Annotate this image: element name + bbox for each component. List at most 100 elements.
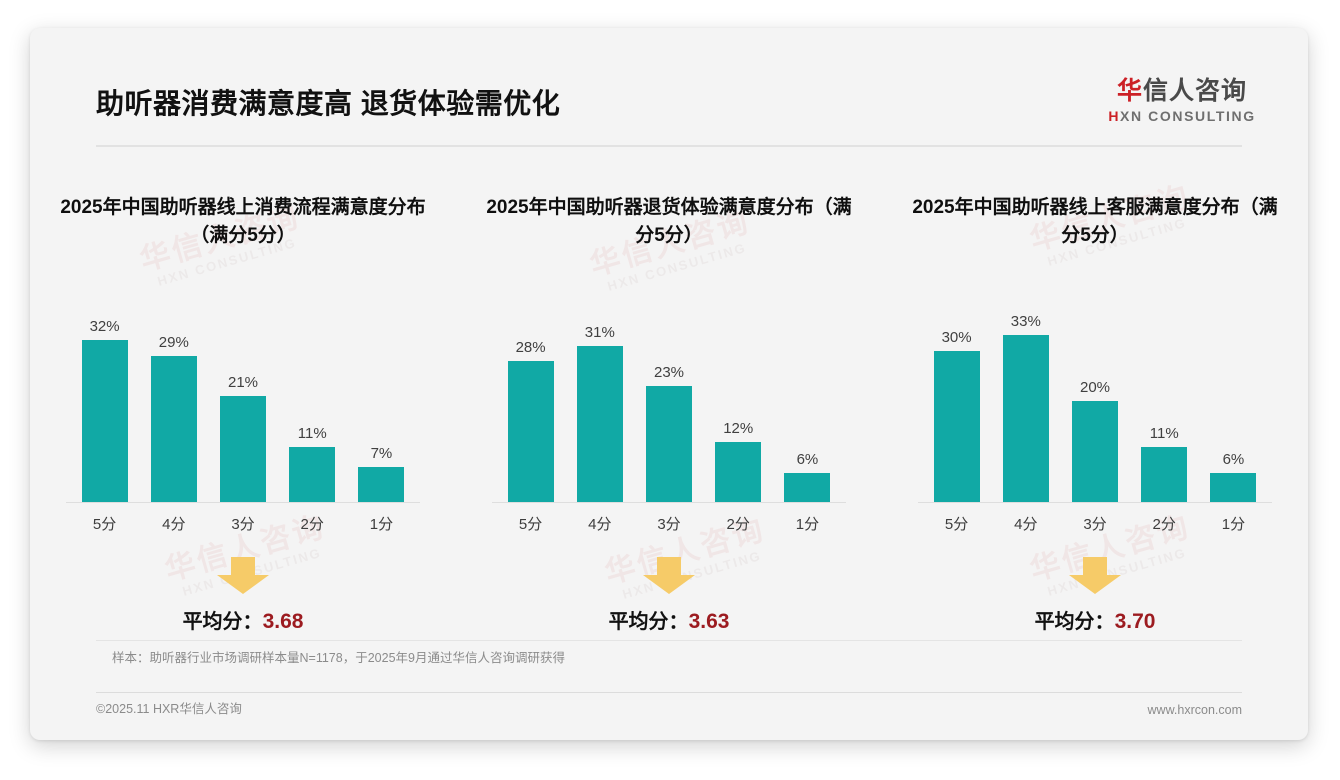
bar-chart-1: 32% 29% 21% 11%	[66, 284, 420, 539]
bar-group[interactable]: 23%	[634, 284, 703, 503]
x-tick-label: 1分	[369, 515, 394, 533]
header-divider	[96, 145, 1242, 147]
bar-group[interactable]: 6%	[1199, 284, 1268, 503]
x-tick-label: 3分	[231, 515, 255, 533]
bar-value-label: 31%	[584, 324, 615, 341]
chart-title-3: 2025年中国助听器线上客服满意度分布（满分5分）	[912, 197, 1278, 246]
x-tick-label: 1分	[1221, 515, 1246, 533]
bar-value-label: 33%	[1010, 313, 1041, 330]
average-label: 平均分：	[1034, 611, 1115, 633]
bar-value-label: 6%	[1222, 451, 1245, 468]
x-tick-label: 5分	[944, 515, 969, 533]
bar-group[interactable]: 12%	[704, 284, 773, 503]
logo-en-accent: H	[1108, 107, 1121, 124]
bar[interactable]	[150, 356, 197, 503]
bar-group[interactable]: 21%	[208, 284, 277, 503]
bar-group[interactable]: 7%	[347, 284, 416, 503]
x-tick-label: 2分	[726, 515, 750, 533]
bar-value-label: 12%	[723, 420, 754, 437]
bar-group[interactable]: 32%	[70, 284, 139, 503]
average-value: 3.68	[262, 610, 304, 633]
bar-value-label: 20%	[1079, 379, 1111, 396]
x-tick-label: 5分	[518, 515, 543, 533]
average-block-2: 平均分：3.63	[462, 557, 876, 649]
bar-value-label: 32%	[89, 318, 120, 335]
bar[interactable]	[933, 351, 980, 503]
average-value: 3.63	[688, 610, 730, 633]
average-score-3: 平均分：3.70	[1035, 605, 1156, 634]
bar[interactable]	[289, 447, 336, 503]
plot-area: 28% 31% 23% 12%	[496, 284, 842, 503]
logo-en-rest: XN CONSULTING	[1120, 107, 1256, 124]
website-url[interactable]: www.hxrcon.com	[1147, 703, 1242, 717]
bar-group[interactable]: 33%	[991, 284, 1060, 503]
x-tick-label: 2分	[1152, 515, 1176, 533]
bar-group[interactable]: 6%	[773, 284, 842, 503]
bar[interactable]	[1072, 401, 1118, 503]
x-axis-line	[492, 502, 846, 503]
bar[interactable]	[576, 346, 623, 503]
chart-panel-3: 2025年中国助听器线上客服满意度分布（满分5分） 30% 33% 20%	[882, 178, 1308, 678]
average-score-1: 平均分：3.68	[183, 605, 304, 634]
logo-accent-char: 华	[1116, 77, 1143, 105]
bar[interactable]	[358, 467, 405, 503]
bar[interactable]	[220, 396, 266, 503]
sample-footnote: 样本：助听器行业市场调研样本量N=1178，于2025年9月通过华信人咨询调研获…	[112, 651, 565, 665]
x-tick-label: 4分	[1014, 515, 1038, 533]
x-axis-line	[66, 502, 420, 503]
bar-group[interactable]: 11%	[278, 284, 347, 503]
average-block-3: 平均分：3.70	[888, 557, 1302, 649]
bar-group[interactable]: 28%	[496, 284, 565, 503]
x-tick-label: 2分	[300, 515, 324, 533]
x-tick-label: 1分	[795, 515, 820, 533]
chart-panel-1: 2025年中国助听器线上消费流程满意度分布（满分5分） 32% 29% 21%	[30, 178, 456, 678]
average-value: 3.70	[1114, 610, 1156, 633]
bar-chart-3: 30% 33% 20% 11%	[918, 284, 1272, 539]
x-tick-label: 5分	[92, 515, 117, 533]
bar[interactable]	[784, 473, 831, 503]
footer-divider	[96, 692, 1242, 693]
bar-value-label: 21%	[227, 374, 259, 391]
x-tick-label: 4分	[162, 515, 186, 533]
bar-group[interactable]: 30%	[922, 284, 991, 503]
average-label: 平均分：	[608, 611, 689, 633]
x-axis-labels: 5分 4分 3分 2分 1分	[922, 507, 1268, 539]
bar-value-label: 11%	[297, 425, 327, 442]
down-arrow-icon	[214, 557, 272, 595]
bar-group[interactable]: 11%	[1130, 284, 1199, 503]
average-block-1: 平均分：3.68	[36, 557, 450, 649]
bar-value-label: 6%	[796, 451, 819, 468]
bar[interactable]	[1141, 447, 1188, 503]
x-tick-label: 3分	[1083, 515, 1107, 533]
slide-card: 华信人咨询 HXN CONSULTING 华信人咨询 HXN CONSULTIN…	[30, 28, 1308, 740]
down-arrow-icon	[640, 557, 698, 595]
brand-logo: 华信人咨询 HXN CONSULTING	[1092, 77, 1272, 124]
bar-chart-2: 28% 31% 23% 12%	[492, 284, 846, 539]
average-score-2: 平均分：3.63	[609, 605, 730, 634]
bar[interactable]	[715, 442, 762, 503]
logo-chinese: 华信人咨询	[1092, 77, 1272, 106]
x-axis-line	[918, 502, 1272, 503]
bar-group[interactable]: 29%	[139, 284, 208, 503]
bar-value-label: 7%	[370, 445, 393, 462]
logo-english: HXN CONSULTING	[1092, 108, 1272, 124]
page-title: 助听器消费满意度高 退货体验需优化	[96, 88, 561, 119]
chart-panels: 2025年中国助听器线上消费流程满意度分布（满分5分） 32% 29% 21%	[30, 178, 1308, 678]
chart-panel-2: 2025年中国助听器退货体验满意度分布（满分5分） 28% 31% 23%	[456, 178, 882, 678]
plot-area: 32% 29% 21% 11%	[70, 284, 416, 503]
plot-area: 30% 33% 20% 11%	[922, 284, 1268, 503]
bar[interactable]	[81, 340, 128, 503]
bar-group[interactable]: 20%	[1060, 284, 1129, 503]
bar-value-label: 11%	[1149, 425, 1179, 442]
footnote-divider	[96, 640, 1242, 641]
x-tick-label: 4分	[588, 515, 612, 533]
chart-title-1: 2025年中国助听器线上消费流程满意度分布（满分5分）	[60, 197, 426, 246]
bar[interactable]	[1002, 335, 1049, 503]
bar[interactable]	[1210, 473, 1257, 503]
chart-title-2: 2025年中国助听器退货体验满意度分布（满分5分）	[486, 197, 852, 246]
bar-group[interactable]: 31%	[565, 284, 634, 503]
x-axis-labels: 5分 4分 3分 2分 1分	[70, 507, 416, 539]
bar[interactable]	[646, 386, 692, 503]
x-axis-labels: 5分 4分 3分 2分 1分	[496, 507, 842, 539]
bar[interactable]	[507, 361, 554, 503]
